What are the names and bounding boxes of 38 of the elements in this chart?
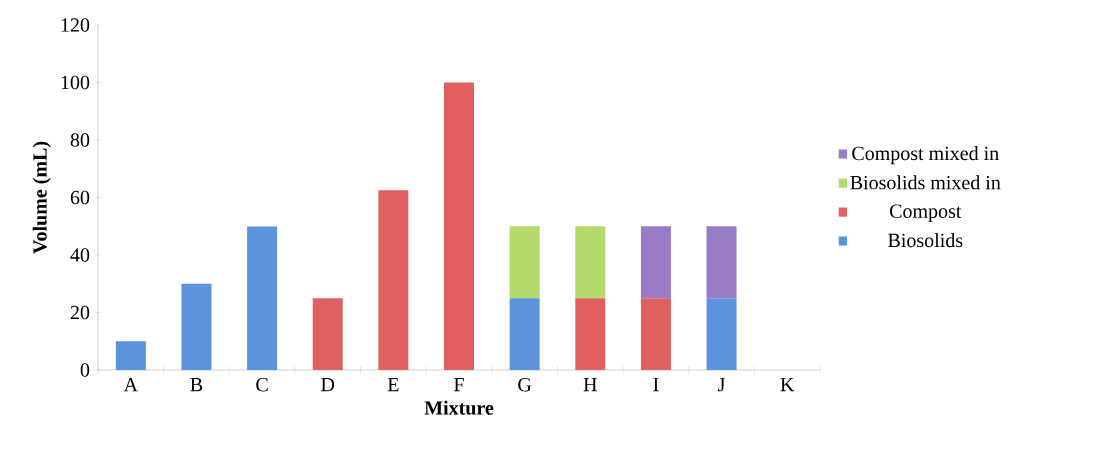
x-tick-label: K (780, 378, 795, 392)
x-tick-label: B (190, 378, 203, 392)
y-tick-label: 80 (70, 133, 90, 147)
bar (247, 226, 278, 370)
legend-label: Biosolids mixed in (850, 175, 1001, 190)
x-axis-title: Mixture (424, 400, 494, 415)
legend-label: Compost (889, 204, 962, 222)
legend-label: Biosolids (888, 233, 963, 248)
bar (378, 190, 409, 370)
x-tick-label: D (321, 378, 335, 392)
bar (575, 298, 606, 370)
bar (640, 298, 671, 370)
x-tick-label: J (718, 378, 726, 392)
x-tick-label: G (518, 378, 532, 392)
x-tick-label: E (387, 378, 399, 392)
x-tick-label: F (454, 378, 464, 392)
y-tick-label: 0 (80, 363, 90, 377)
bar (312, 298, 343, 370)
bar (181, 283, 212, 370)
bar (640, 226, 671, 299)
y-axis-title: Volume (mL) (32, 141, 51, 254)
bar (706, 298, 737, 370)
bar (509, 226, 540, 299)
legend-label: Compost mixed in (852, 146, 999, 165)
bar (706, 226, 737, 299)
x-tick-label: A (123, 378, 138, 392)
y-tick-label: 40 (70, 248, 90, 262)
x-tick-label: H (583, 378, 597, 392)
bar (575, 226, 606, 299)
bar (444, 82, 475, 370)
bar (115, 341, 146, 370)
y-tick-label: 120 (61, 18, 90, 32)
bar (509, 298, 540, 370)
x-tick-label: I (653, 378, 659, 392)
x-tick-label: C (256, 378, 268, 392)
y-tick-label: 20 (70, 305, 90, 320)
y-tick-label: 100 (61, 75, 90, 90)
y-tick-label: 60 (70, 190, 90, 205)
